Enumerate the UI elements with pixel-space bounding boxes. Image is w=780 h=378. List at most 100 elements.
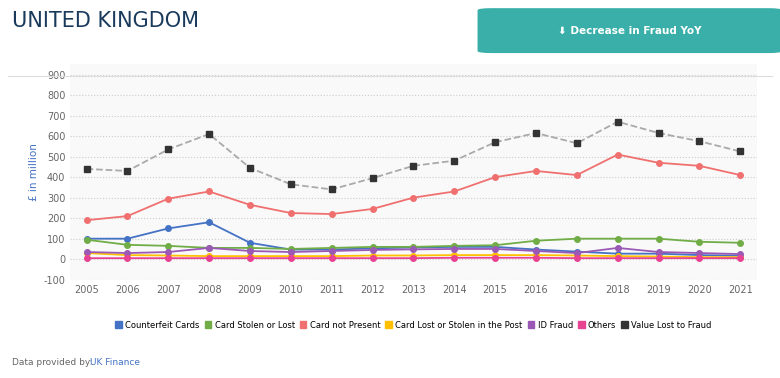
Card Lost or Stolen in the Post: [122, 253, 132, 257]
Card Lost or Stolen in the Post: [409, 253, 418, 258]
Value Lost to Fraud: [695, 139, 704, 144]
Card Stolen or Lost: [122, 243, 132, 247]
Others: [409, 256, 418, 260]
Card Stolen or Lost: [164, 243, 173, 248]
ID Fraud: [122, 251, 132, 255]
ID Fraud: [82, 250, 91, 254]
Card Stolen or Lost: [491, 243, 500, 248]
Card not Present: [695, 164, 704, 168]
Value Lost to Fraud: [286, 182, 296, 187]
Line: Counterfeit Cards: Counterfeit Cards: [83, 220, 743, 259]
Others: [491, 256, 500, 260]
ID Fraud: [286, 250, 296, 254]
Card Stolen or Lost: [82, 237, 91, 242]
Line: Value Lost to Fraud: Value Lost to Fraud: [83, 119, 743, 192]
Others: [531, 256, 541, 260]
Card Lost or Stolen in the Post: [286, 254, 296, 259]
ID Fraud: [204, 246, 214, 250]
Card Stolen or Lost: [531, 239, 541, 243]
Card not Present: [204, 189, 214, 194]
ID Fraud: [491, 247, 500, 251]
ID Fraud: [327, 249, 336, 253]
Card Lost or Stolen in the Post: [368, 253, 378, 258]
Card not Present: [327, 212, 336, 216]
Line: Card Lost or Stolen in the Post: Card Lost or Stolen in the Post: [83, 250, 743, 260]
Card Lost or Stolen in the Post: [82, 251, 91, 255]
Legend: Counterfeit Cards, Card Stolen or Lost, Card not Present, Card Lost or Stolen in: Counterfeit Cards, Card Stolen or Lost, …: [115, 321, 711, 330]
Others: [613, 256, 622, 260]
Card Lost or Stolen in the Post: [531, 253, 541, 257]
ID Fraud: [654, 250, 663, 254]
Counterfeit Cards: [368, 246, 378, 251]
Counterfeit Cards: [245, 240, 254, 245]
ID Fraud: [164, 250, 173, 254]
Card not Present: [286, 211, 296, 215]
Value Lost to Fraud: [573, 141, 582, 146]
Others: [286, 256, 296, 260]
Value Lost to Fraud: [409, 164, 418, 168]
Others: [82, 256, 91, 260]
Counterfeit Cards: [613, 251, 622, 256]
Card not Present: [531, 169, 541, 173]
Card not Present: [245, 203, 254, 207]
Others: [122, 256, 132, 260]
Line: Card Stolen or Lost: Card Stolen or Lost: [83, 236, 743, 252]
Counterfeit Cards: [204, 220, 214, 225]
Card not Present: [164, 197, 173, 201]
Others: [164, 256, 173, 260]
Card not Present: [613, 152, 622, 157]
Card Stolen or Lost: [613, 236, 622, 241]
Text: UNITED KINGDOM: UNITED KINGDOM: [12, 11, 199, 31]
Card Stolen or Lost: [573, 236, 582, 241]
Card Stolen or Lost: [327, 246, 336, 250]
Card Stolen or Lost: [449, 243, 459, 248]
Counterfeit Cards: [695, 253, 704, 257]
Value Lost to Fraud: [327, 187, 336, 192]
Card Lost or Stolen in the Post: [449, 253, 459, 257]
ID Fraud: [368, 248, 378, 252]
Text: UK Finance: UK Finance: [90, 358, 140, 367]
Text: Data provided by:: Data provided by:: [12, 358, 92, 367]
Line: Card not Present: Card not Present: [83, 152, 743, 223]
Others: [573, 256, 582, 260]
ID Fraud: [736, 252, 745, 256]
Counterfeit Cards: [449, 245, 459, 249]
Card Stolen or Lost: [286, 247, 296, 251]
FancyBboxPatch shape: [477, 8, 780, 53]
Card not Present: [409, 195, 418, 200]
Card not Present: [368, 207, 378, 211]
ID Fraud: [531, 249, 541, 253]
Card not Present: [491, 175, 500, 180]
Card Stolen or Lost: [368, 245, 378, 249]
Card Lost or Stolen in the Post: [164, 253, 173, 258]
Others: [204, 256, 214, 260]
Card Lost or Stolen in the Post: [695, 255, 704, 259]
Card not Present: [122, 214, 132, 218]
Card Lost or Stolen in the Post: [613, 254, 622, 259]
ID Fraud: [573, 251, 582, 255]
Others: [327, 256, 336, 260]
ID Fraud: [449, 247, 459, 251]
Counterfeit Cards: [164, 226, 173, 231]
Card not Present: [82, 218, 91, 223]
ID Fraud: [613, 246, 622, 250]
Counterfeit Cards: [491, 245, 500, 249]
Counterfeit Cards: [573, 249, 582, 254]
Line: ID Fraud: ID Fraud: [83, 245, 743, 257]
Counterfeit Cards: [82, 236, 91, 241]
Card Stolen or Lost: [654, 236, 663, 241]
Line: Others: Others: [83, 255, 743, 261]
Value Lost to Fraud: [491, 140, 500, 144]
Card Lost or Stolen in the Post: [491, 253, 500, 257]
Card Lost or Stolen in the Post: [573, 253, 582, 258]
Value Lost to Fraud: [82, 167, 91, 171]
Value Lost to Fraud: [245, 166, 254, 170]
Value Lost to Fraud: [613, 119, 622, 124]
Counterfeit Cards: [654, 251, 663, 256]
Card Stolen or Lost: [736, 240, 745, 245]
Counterfeit Cards: [122, 236, 132, 241]
Value Lost to Fraud: [654, 131, 663, 135]
Counterfeit Cards: [327, 247, 336, 252]
Counterfeit Cards: [286, 247, 296, 252]
Card Stolen or Lost: [409, 245, 418, 249]
